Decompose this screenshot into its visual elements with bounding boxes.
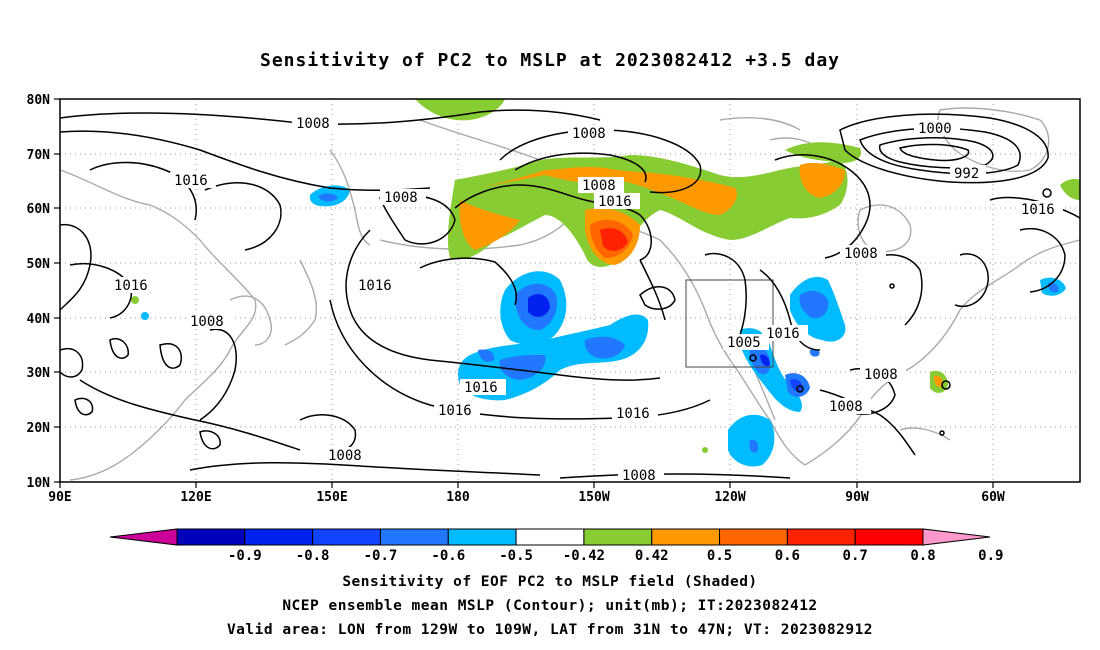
contour-label: 1008: [328, 448, 362, 464]
contour-label: 992: [954, 166, 979, 182]
colorbar-label: 0.5: [707, 548, 732, 564]
positive-sensitivity-shading: [131, 99, 1080, 453]
valid-area-box: [685, 279, 774, 368]
mslp-contours: [59, 109, 1081, 479]
lon-label: 150E: [316, 490, 347, 505]
contour-labels: 1008 1008 1008 1008 1008 1008 1008 1008 …: [110, 115, 1063, 484]
caption-line-3: Valid area: LON from 129W to 109W, LAT f…: [226, 622, 874, 638]
colorbar-swatch: [447, 528, 517, 546]
contour-label: 1008: [190, 314, 224, 330]
colorbar-swatch: [583, 528, 653, 546]
colorbar-label: 0.42: [635, 548, 669, 564]
contour-label: 1008: [622, 468, 656, 484]
contour-label: 1008: [384, 190, 418, 206]
colorbar-swatch: [719, 528, 788, 546]
contour-marks: [749, 188, 1052, 436]
lon-label: 180: [446, 490, 470, 505]
contour-label: 1016: [464, 380, 498, 396]
colorbar-swatch: [854, 528, 924, 546]
contour-label: 1008: [582, 178, 616, 194]
colorbar-high-arrow: [922, 528, 991, 546]
colorbar-swatch: [312, 528, 381, 546]
lon-label: 150W: [578, 490, 609, 505]
contour-label: 1008: [572, 126, 606, 142]
colorbar-label: 0.6: [775, 548, 800, 564]
lat-label: 20N: [27, 421, 51, 436]
contour-label: 1008: [844, 246, 878, 262]
colorbar-label: -0.42: [563, 548, 605, 564]
colorbar-label: 0.9: [978, 548, 1003, 564]
colorbar: -0.9 -0.8 -0.7 -0.6 -0.5 -0.42 0.42 0.5 0.6 0.7 0.…: [109, 528, 1003, 564]
contour-label: 1016: [766, 326, 800, 342]
colorbar-low-arrow: [109, 528, 178, 546]
colorbar-swatch: [244, 528, 314, 546]
colorbar-label: -0.9: [228, 548, 262, 564]
colorbar-label: -0.5: [499, 548, 533, 564]
colorbar-swatch: [176, 528, 246, 546]
lat-label: 60N: [27, 202, 51, 217]
colorbar-label: -0.7: [364, 548, 398, 564]
lat-label: 80N: [27, 93, 51, 108]
caption-line-1: Sensitivity of EOF PC2 to MSLP field (Sh…: [342, 574, 758, 590]
lon-label: 120E: [180, 490, 211, 505]
lon-label: 60W: [981, 490, 1005, 505]
contour-label: 1016: [174, 173, 208, 189]
colorbar-swatch: [515, 528, 585, 546]
lon-label: 90W: [845, 490, 869, 505]
lat-label: 50N: [27, 257, 51, 272]
caption-line-2: NCEP ensemble mean MSLP (Contour); unit(…: [282, 598, 818, 614]
contour-label: 1005: [727, 335, 761, 351]
colorbar-label: -0.6: [431, 548, 465, 564]
axis-ticks: [54, 98, 994, 488]
latitude-labels: 80N 70N 60N 50N 40N 30N 20N 10N: [27, 93, 51, 491]
lat-label: 10N: [27, 476, 51, 491]
contour-label: 1016: [1021, 202, 1055, 218]
lat-label: 70N: [27, 148, 51, 163]
contour-label: 1016: [358, 278, 392, 294]
contour-label: 1008: [296, 116, 330, 132]
lon-label: 120W: [714, 490, 745, 505]
longitude-labels: 90E 120E 150E 180 150W 120W 90W 60W: [48, 490, 1005, 505]
colorbar-swatch: [786, 528, 856, 546]
contour-label: 1008: [829, 399, 863, 415]
colorbar-label: 0.7: [843, 548, 868, 564]
colorbar-label: -0.8: [296, 548, 330, 564]
lat-label: 40N: [27, 312, 51, 327]
contour-label: 1016: [114, 278, 148, 294]
lat-label: 30N: [27, 366, 51, 381]
lon-label: 90E: [48, 490, 71, 505]
map-title: Sensitivity of PC2 to MSLP at 2023082412…: [259, 50, 840, 71]
plot-frame: [59, 98, 1081, 483]
contour-label: 1016: [598, 194, 632, 210]
colorbar-label: 0.8: [910, 548, 935, 564]
contour-label: 1016: [438, 403, 472, 419]
contour-label: 1016: [616, 406, 650, 422]
contour-label: 1008: [864, 367, 898, 383]
colorbar-swatch: [379, 528, 449, 546]
negative-sensitivity-shading: [141, 185, 1066, 467]
colorbar-swatch: [651, 528, 721, 546]
contour-label: 1000: [918, 121, 952, 137]
